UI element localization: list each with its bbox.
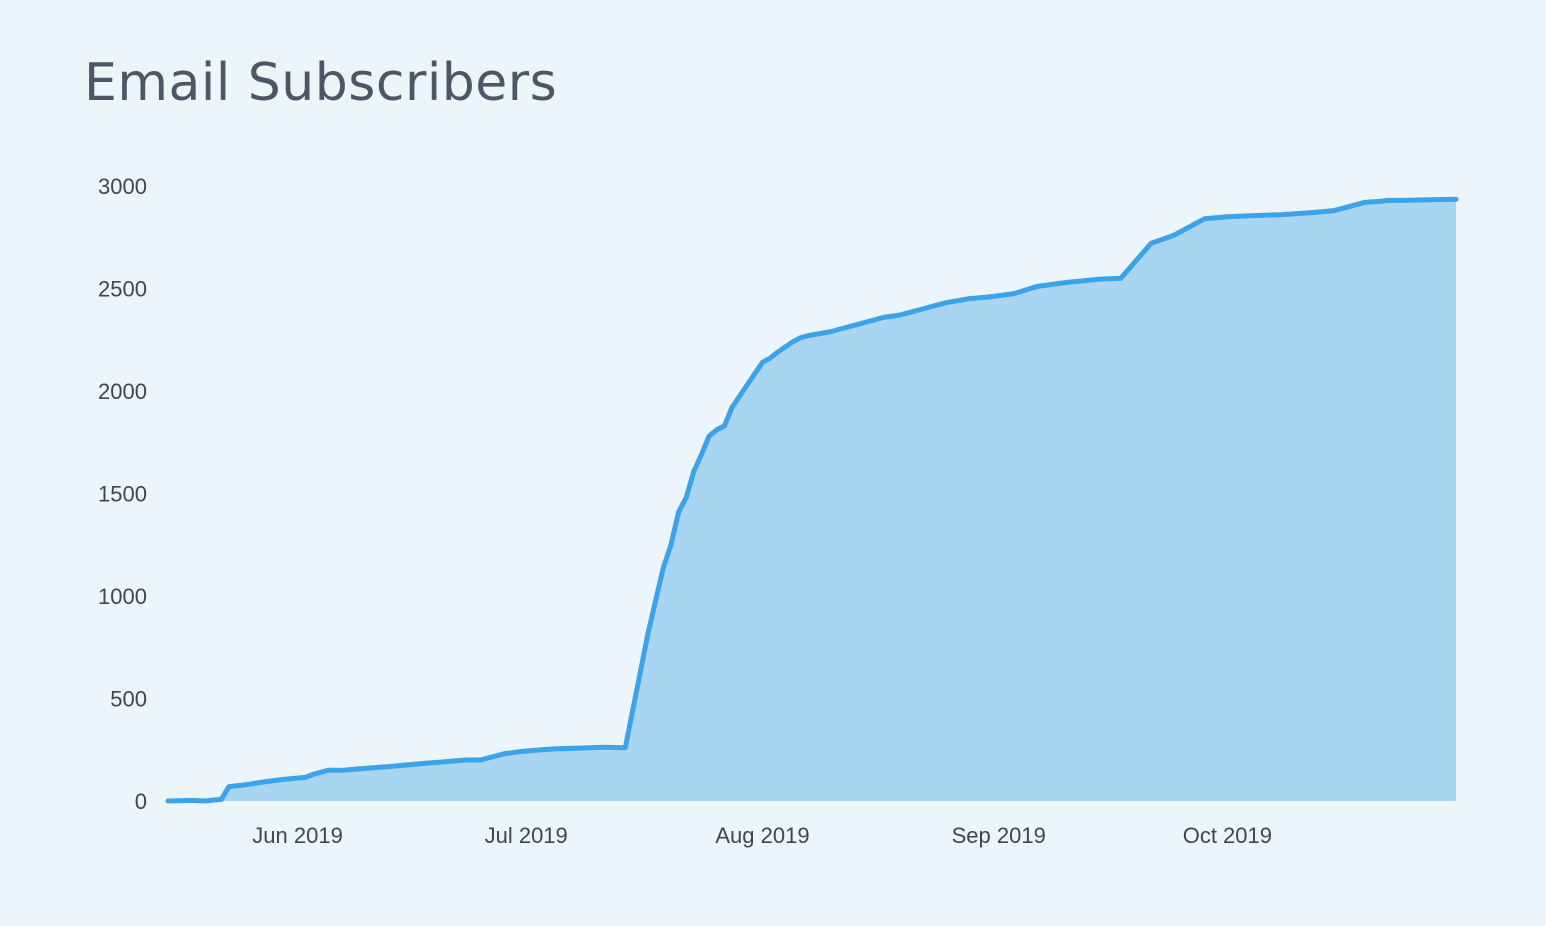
y-tick-label: 2500 [98,277,147,302]
y-axis-labels: 0 500 1000 1500 2000 2500 3000 [98,174,147,814]
y-tick-label: 1000 [98,584,147,609]
y-tick-label: 0 [135,789,147,814]
y-tick-label: 500 [110,687,147,712]
subscribers-area-fill [168,199,1456,802]
y-tick-label: 1500 [98,482,147,507]
y-tick-label: 3000 [98,174,147,199]
subscribers-series-line [165,196,1459,804]
x-tick-label: Aug 2019 [715,823,809,848]
chart-title: Email Subscribers [84,53,558,113]
x-tick-label: Sep 2019 [952,823,1046,848]
x-tick-label: Oct 2019 [1183,823,1272,848]
x-tick-label: Jul 2019 [485,823,568,848]
y-tick-label: 2000 [98,379,147,404]
x-axis-labels: Jun 2019 Jul 2019 Aug 2019 Sep 2019 Oct 2019 [252,823,1272,848]
x-tick-label: Jun 2019 [252,823,343,848]
